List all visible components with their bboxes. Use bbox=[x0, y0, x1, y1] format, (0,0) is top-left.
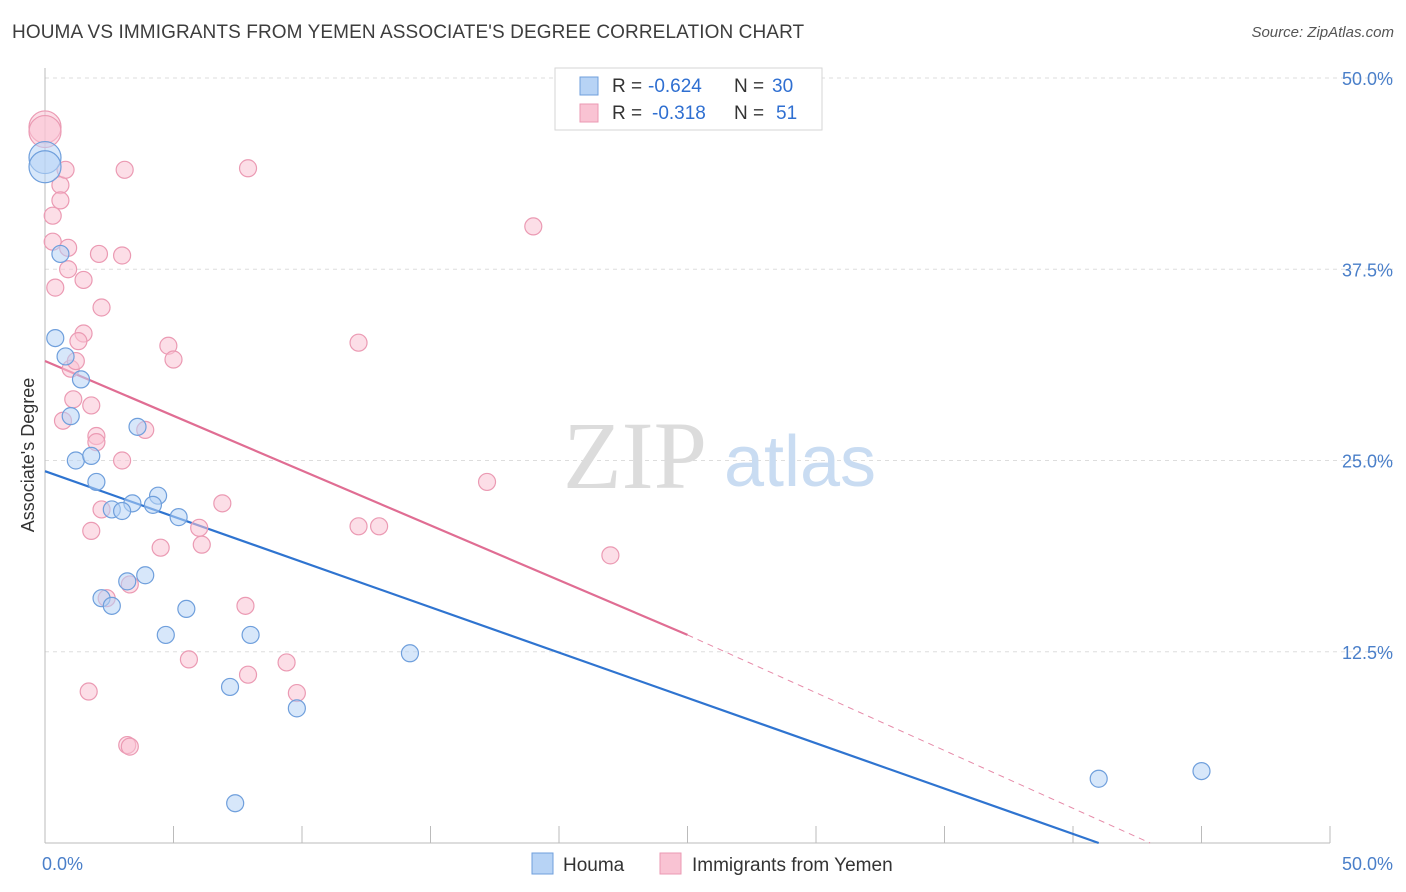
point-yemen bbox=[59, 260, 78, 279]
point-yemen bbox=[43, 206, 62, 225]
point-houma bbox=[28, 150, 62, 184]
y-tick-label: 25.0% bbox=[1342, 452, 1393, 472]
watermark-atlas: atlas bbox=[724, 422, 876, 502]
point-yemen bbox=[287, 683, 306, 703]
point-yemen bbox=[192, 535, 211, 554]
watermark-zip: ZIP bbox=[563, 402, 707, 509]
series-houma-points bbox=[28, 140, 1211, 813]
point-houma bbox=[56, 347, 75, 366]
point-yemen bbox=[213, 494, 232, 513]
point-houma bbox=[226, 794, 245, 813]
legend-yemen-r-value: -0.318 bbox=[652, 103, 706, 124]
point-yemen bbox=[190, 518, 209, 537]
point-houma bbox=[82, 446, 101, 466]
point-houma bbox=[156, 625, 175, 645]
point-yemen bbox=[277, 653, 296, 672]
point-houma bbox=[46, 329, 65, 348]
point-houma bbox=[143, 495, 163, 514]
chart-source: Source: ZipAtlas.com bbox=[1251, 24, 1394, 41]
point-houma bbox=[287, 699, 306, 718]
point-houma bbox=[177, 599, 196, 619]
legend-yemen-swatch bbox=[579, 103, 599, 123]
point-yemen bbox=[69, 332, 88, 351]
legend-box: R = -0.624 N = 30 R = -0.318 N = 51 bbox=[554, 67, 823, 131]
legend-houma-r-value: -0.624 bbox=[648, 76, 702, 97]
x-tick-label-max: 50.0% bbox=[1342, 854, 1393, 874]
point-yemen bbox=[79, 682, 98, 701]
point-houma bbox=[169, 508, 188, 527]
y-tick-label: 37.5% bbox=[1342, 260, 1393, 280]
point-houma bbox=[87, 472, 106, 492]
point-yemen bbox=[112, 451, 132, 470]
point-yemen bbox=[112, 246, 132, 265]
point-yemen bbox=[92, 298, 111, 317]
point-yemen bbox=[115, 160, 134, 179]
point-yemen bbox=[82, 521, 101, 540]
point-yemen bbox=[236, 596, 255, 615]
trend-lines bbox=[44, 360, 1151, 845]
x-tick-label-min: 0.0% bbox=[42, 854, 83, 874]
bottom-legend-houma-swatch bbox=[531, 852, 554, 875]
legend-houma-swatch bbox=[579, 76, 599, 96]
point-yemen bbox=[238, 159, 258, 178]
y-tick-label: 50.0% bbox=[1342, 69, 1393, 89]
point-houma bbox=[61, 407, 80, 426]
legend-yemen-n-label: N = bbox=[734, 103, 764, 124]
point-yemen bbox=[370, 517, 389, 536]
series-yemen-points bbox=[28, 110, 620, 756]
point-houma bbox=[1089, 769, 1108, 788]
point-yemen bbox=[120, 737, 139, 756]
bottom-legend: Houma Immigrants from Yemen bbox=[531, 852, 893, 876]
axes bbox=[44, 68, 1331, 844]
point-yemen bbox=[349, 517, 368, 536]
point-houma bbox=[66, 451, 85, 470]
trend-line-yemen-extension bbox=[687, 634, 1151, 844]
point-houma bbox=[102, 596, 121, 615]
bottom-legend-yemen-swatch bbox=[659, 852, 682, 875]
trend-line-houma bbox=[44, 470, 1100, 845]
point-yemen bbox=[524, 217, 543, 236]
point-yemen bbox=[349, 333, 368, 352]
point-yemen bbox=[164, 350, 183, 369]
point-houma bbox=[136, 566, 155, 585]
point-houma bbox=[51, 244, 70, 264]
legend-houma-r-label: R = bbox=[612, 76, 642, 97]
legend-houma-n-label: N = bbox=[734, 76, 764, 97]
bottom-legend-houma-label: Houma bbox=[563, 855, 625, 876]
point-houma bbox=[400, 644, 420, 663]
point-yemen bbox=[238, 665, 258, 684]
point-yemen bbox=[64, 390, 83, 409]
point-yemen bbox=[601, 546, 620, 565]
point-houma bbox=[1192, 761, 1211, 781]
tick-labels: 12.5% 25.0% 37.5% 50.0% 0.0% 50.0% bbox=[42, 69, 1393, 874]
point-yemen bbox=[46, 278, 65, 297]
point-yemen bbox=[477, 472, 497, 492]
point-yemen bbox=[151, 538, 170, 557]
point-houma bbox=[118, 572, 137, 591]
point-yemen bbox=[82, 396, 101, 415]
trend-line-yemen bbox=[44, 360, 688, 636]
point-houma bbox=[112, 501, 132, 521]
bottom-legend-yemen-label: Immigrants from Yemen bbox=[692, 855, 893, 876]
point-houma bbox=[71, 370, 91, 389]
point-yemen bbox=[179, 650, 199, 669]
point-yemen bbox=[89, 244, 109, 264]
watermark: ZIP atlas bbox=[563, 402, 876, 509]
chart-title: HOUMA VS IMMIGRANTS FROM YEMEN ASSOCIATE… bbox=[12, 22, 805, 43]
legend-yemen-r-label: R = bbox=[612, 103, 642, 124]
point-yemen bbox=[74, 270, 93, 290]
legend-houma-n-value: 30 bbox=[772, 76, 793, 97]
point-yemen bbox=[51, 191, 70, 210]
legend-yemen-n-value: 51 bbox=[776, 103, 797, 124]
y-axis-title: Associate's Degree bbox=[18, 378, 38, 533]
point-houma bbox=[128, 417, 147, 436]
point-houma bbox=[241, 625, 260, 645]
point-houma bbox=[220, 677, 240, 697]
y-tick-label: 12.5% bbox=[1342, 643, 1393, 663]
